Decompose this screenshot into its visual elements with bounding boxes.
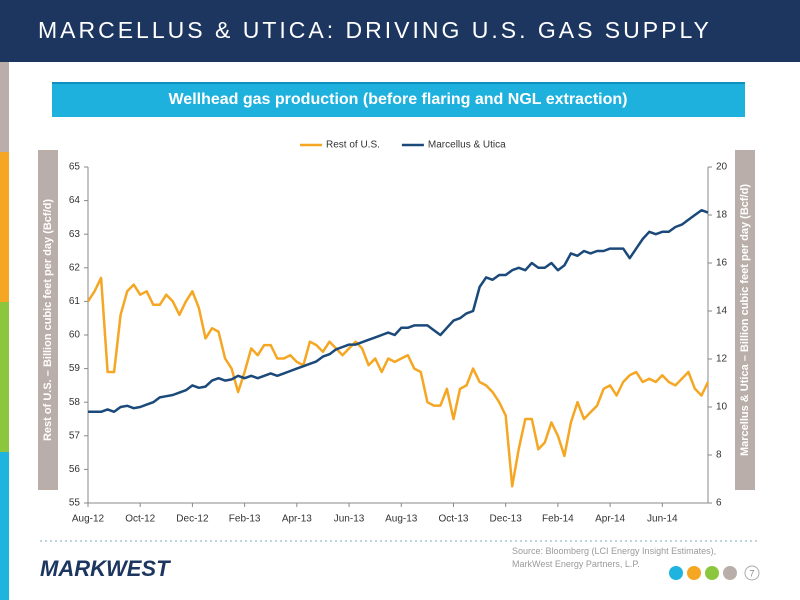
side-strip xyxy=(0,62,9,152)
y-tick-label: 65 xyxy=(69,162,81,173)
chart-title: Wellhead gas production (before flaring … xyxy=(168,91,627,108)
header-bar xyxy=(0,0,800,62)
y2-tick-label: 6 xyxy=(716,498,722,509)
y-tick-label: 57 xyxy=(69,430,81,441)
y2-tick-label: 14 xyxy=(716,306,728,317)
logo: MARKWEST xyxy=(40,556,171,581)
x-tick-label: Aug-13 xyxy=(385,514,418,525)
y-axis-label: Rest of U.S. – Billion cubic feet per da… xyxy=(42,199,54,441)
y2-axis-label: Marcellus & Utica – Billion cubic feet p… xyxy=(739,184,751,456)
source-note: Source: Bloomberg (LCI Energy Insight Es… xyxy=(512,546,717,569)
icon xyxy=(723,566,737,580)
page-circle xyxy=(744,565,760,581)
y2-tick-label: 18 xyxy=(716,210,728,221)
legend-label: Rest of U.S. xyxy=(326,140,380,151)
y-label-box xyxy=(38,150,58,490)
y-tick-label: 64 xyxy=(69,195,81,206)
y2-tick-label: 12 xyxy=(716,354,728,365)
x-tick-label: Dec-12 xyxy=(176,514,209,525)
side-strip xyxy=(0,302,9,452)
x-tick-label: Apr-13 xyxy=(282,514,312,525)
legend-label: Marcellus & Utica xyxy=(428,140,506,151)
series-line xyxy=(86,276,710,488)
y-tick-label: 55 xyxy=(69,498,81,509)
series-line xyxy=(88,208,709,414)
y2-label-box xyxy=(735,150,755,490)
y2-tick-label: 10 xyxy=(716,402,728,413)
y-tick-label: 62 xyxy=(69,262,81,273)
x-tick-label: Aug-12 xyxy=(72,514,105,525)
y2-tick-label: 20 xyxy=(716,162,728,173)
y-tick-label: 60 xyxy=(69,330,81,341)
side-strip xyxy=(0,152,9,302)
icon xyxy=(705,566,719,580)
x-tick-label: Oct-13 xyxy=(438,514,468,525)
x-tick-label: Jun-14 xyxy=(647,514,678,525)
page-number: 7 xyxy=(749,568,754,578)
x-tick-label: Feb-13 xyxy=(229,514,261,525)
chart-title-box xyxy=(52,82,745,117)
y-tick-label: 58 xyxy=(69,397,81,408)
x-tick-label: Oct-12 xyxy=(125,514,155,525)
x-tick-label: Jun-13 xyxy=(334,514,365,525)
slide-title: MARCELLUS & UTICA: DRIVING U.S. GAS SUPP… xyxy=(38,17,712,43)
y-tick-label: 61 xyxy=(69,296,81,307)
y2-tick-label: 8 xyxy=(716,450,722,461)
x-tick-label: Dec-13 xyxy=(490,514,523,525)
y-tick-label: 56 xyxy=(69,464,81,475)
x-tick-label: Apr-14 xyxy=(595,514,625,525)
icon xyxy=(687,566,701,580)
icon xyxy=(669,566,683,580)
y2-tick-label: 16 xyxy=(716,258,728,269)
x-tick-label: Feb-14 xyxy=(542,514,574,525)
side-strip xyxy=(0,452,9,600)
chart-title-border xyxy=(52,82,745,84)
y-tick-label: 63 xyxy=(69,229,81,240)
y-tick-label: 59 xyxy=(69,363,81,374)
